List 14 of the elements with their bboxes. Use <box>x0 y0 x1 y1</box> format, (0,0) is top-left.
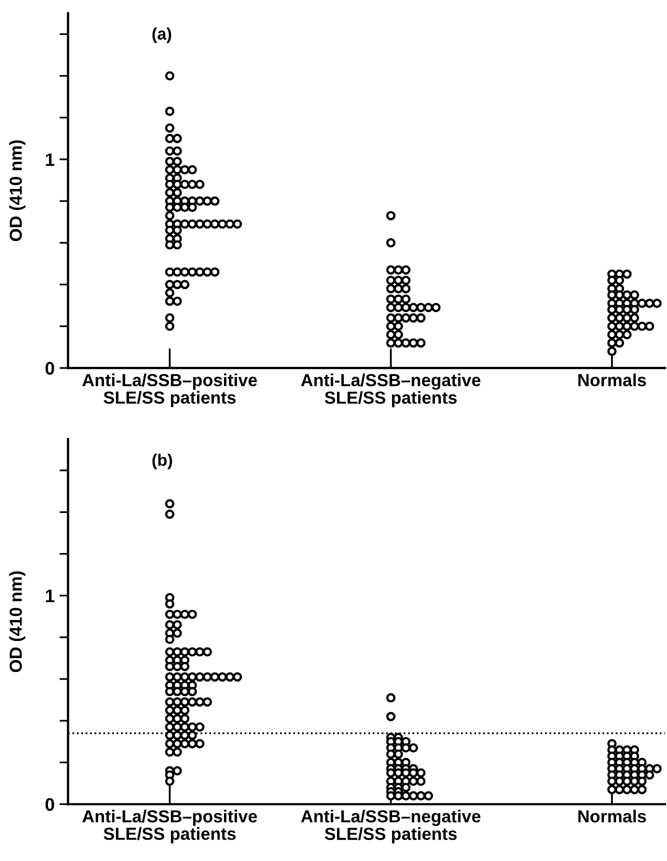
y-tick-label: 1 <box>46 153 54 166</box>
x-tick-label: Anti-La/SSB–negative SLE/SS patients <box>301 374 480 408</box>
y-axis-title: OD (410 nm) <box>9 140 26 242</box>
annotation: (b) <box>152 454 172 470</box>
y-tick-label: 0 <box>46 362 54 375</box>
x-tick-label: Anti-La/SSB–negative SLE/SS patients <box>301 810 480 844</box>
x-tick-label: Anti-La/SSB–positive SLE/SS patients <box>82 374 257 408</box>
y-tick-label: 0 <box>46 798 54 811</box>
y-axis-title: OD (410 nm) <box>9 571 26 672</box>
x-tick-label: Anti-La/SSB–positive SLE/SS patients <box>82 810 257 844</box>
x-tick-label: Normals <box>578 810 646 822</box>
x-tick-label: Normals <box>578 374 646 386</box>
y-tick-label: 1 <box>46 590 54 602</box>
annotation: (a) <box>152 27 172 43</box>
